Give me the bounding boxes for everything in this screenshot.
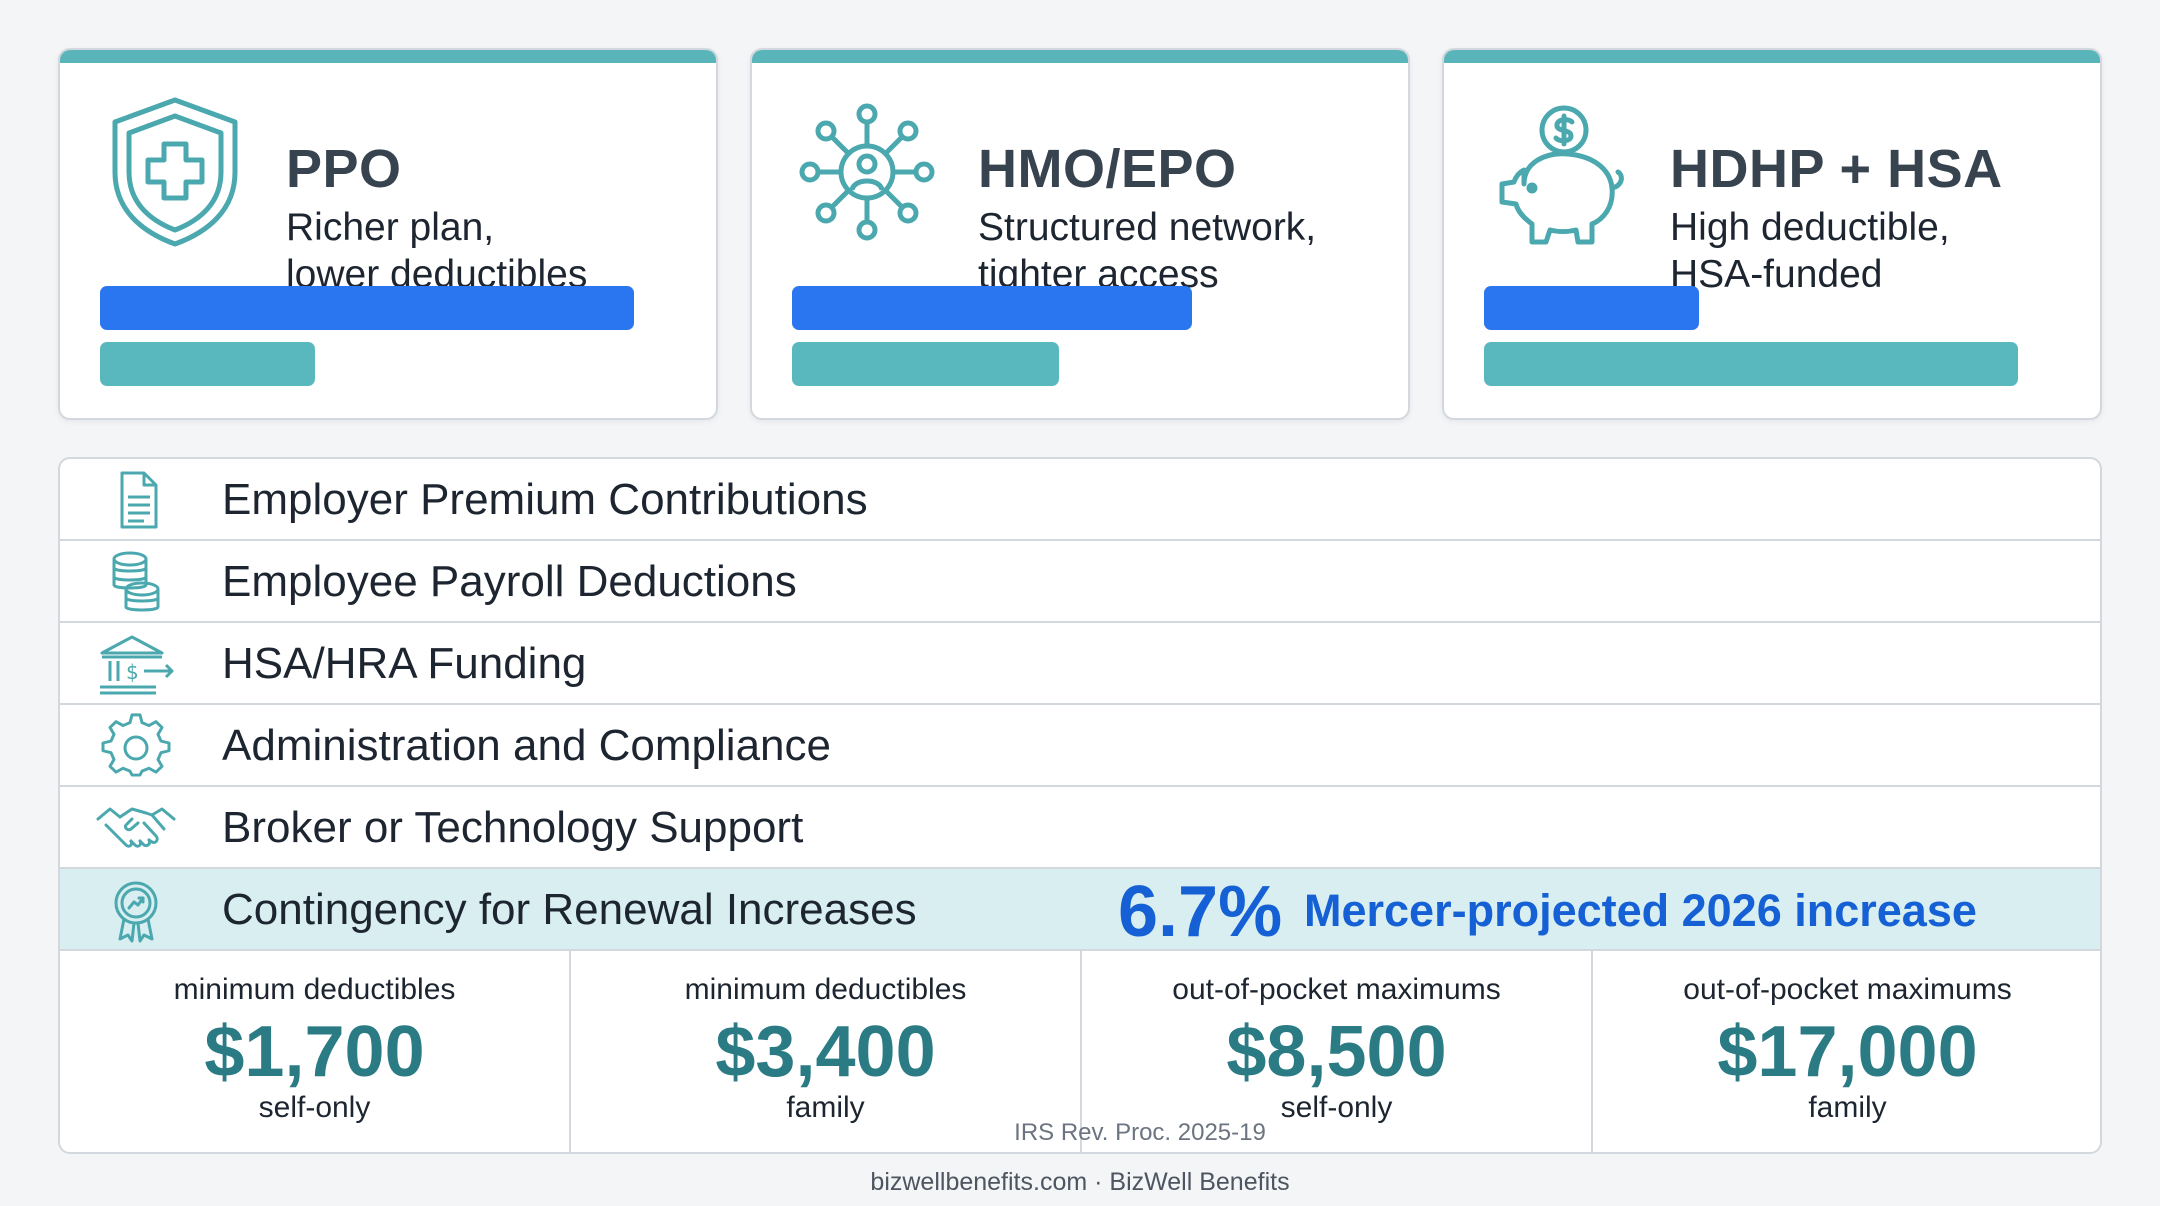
plan-title: HDHP + HSA bbox=[1670, 139, 2003, 199]
irs-limits: minimum deductibles $1,700 self-only min… bbox=[60, 951, 2100, 1152]
plan-cards: PPO Richer plan, lower deductibles bbox=[58, 48, 2102, 420]
plan-description-line: Structured network, bbox=[978, 206, 1317, 249]
handshake-icon bbox=[96, 795, 176, 861]
bank-transfer-icon: $ bbox=[96, 631, 176, 697]
plan-title: PPO bbox=[286, 139, 402, 199]
list-item: Administration and Compliance bbox=[60, 705, 2100, 787]
list-item: Employee Payroll Deductions bbox=[60, 541, 2100, 623]
limit-label: out-of-pocket maximums bbox=[1172, 973, 1501, 1006]
list-item: Employer Premium Contributions bbox=[60, 459, 2100, 541]
limit-cell: minimum deductibles $3,400 family bbox=[571, 951, 1082, 1152]
teal-level-bar bbox=[100, 342, 315, 386]
limit-label: out-of-pocket maximums bbox=[1683, 973, 2012, 1006]
plan-card-hmo-epo: HMO/EPO Structured network, tighter acce… bbox=[750, 48, 1410, 420]
card-accent-bar bbox=[1444, 50, 2100, 63]
limit-label: minimum deductibles bbox=[173, 973, 456, 1006]
teal-level-bar bbox=[1484, 342, 2018, 386]
footer-credit: bizwellbenefits.com · BizWell Benefits bbox=[870, 1168, 1290, 1196]
limit-amount: $17,000 bbox=[1717, 1012, 1978, 1092]
row-label: Employer Premium Contributions bbox=[222, 475, 868, 524]
teal-level-bar bbox=[792, 342, 1059, 386]
plan-card-hdhp-hsa: HDHP + HSA High deductible, HSA-funded bbox=[1442, 48, 2102, 420]
limit-cell: minimum deductibles $1,700 self-only bbox=[60, 951, 571, 1152]
plan-description: Structured network, tighter access bbox=[978, 204, 1316, 298]
plan-title: HMO/EPO bbox=[978, 139, 1237, 199]
limit-coverage: family bbox=[1808, 1091, 1887, 1124]
budget-components-table: Employer Premium Contributions Employee … bbox=[58, 457, 2102, 1154]
limit-amount: $3,400 bbox=[715, 1012, 936, 1092]
limit-coverage: self-only bbox=[258, 1091, 371, 1124]
row-label: HSA/HRA Funding bbox=[222, 639, 587, 688]
coin-stack-icon bbox=[96, 549, 176, 615]
blue-level-bar bbox=[100, 286, 634, 330]
card-accent-bar bbox=[60, 50, 716, 63]
blue-level-bar bbox=[1484, 286, 1699, 330]
list-item-highlighted: Contingency for Renewal Increases 6.7% M… bbox=[60, 869, 2100, 952]
row-label: Employee Payroll Deductions bbox=[222, 557, 797, 606]
award-ribbon-icon bbox=[96, 877, 176, 943]
piggy-bank-icon bbox=[1484, 92, 1634, 252]
limit-coverage: self-only bbox=[1280, 1091, 1393, 1124]
document-icon bbox=[96, 467, 176, 533]
plan-description-line: Richer plan, bbox=[286, 206, 495, 249]
increase-description: Mercer-projected 2026 increase bbox=[1304, 885, 1977, 936]
limit-cell: out-of-pocket maximums $8,500 self-only bbox=[1082, 951, 1593, 1152]
limit-amount: $8,500 bbox=[1226, 1012, 1447, 1092]
limit-label: minimum deductibles bbox=[684, 973, 967, 1006]
increase-percent: 6.7% bbox=[1118, 872, 1283, 952]
limit-cell: out-of-pocket maximums $17,000 family bbox=[1593, 951, 2100, 1152]
list-item: $ HSA/HRA Funding bbox=[60, 623, 2100, 705]
source-citation: IRS Rev. Proc. 2025-19 bbox=[1014, 1119, 1266, 1146]
limit-amount: $1,700 bbox=[204, 1012, 425, 1092]
plan-description: High deductible, HSA-funded bbox=[1670, 204, 1950, 298]
plan-description-line: High deductible, bbox=[1670, 206, 1950, 249]
network-person-icon bbox=[792, 92, 942, 252]
card-accent-bar bbox=[752, 50, 1408, 63]
gear-icon bbox=[96, 713, 176, 779]
plan-description: Richer plan, lower deductibles bbox=[286, 204, 587, 298]
blue-level-bar bbox=[792, 286, 1192, 330]
row-label: Broker or Technology Support bbox=[222, 803, 804, 852]
list-item: Broker or Technology Support bbox=[60, 787, 2100, 869]
svg-text:$: $ bbox=[126, 660, 139, 684]
shield-cross-icon bbox=[100, 92, 250, 252]
row-label: Contingency for Renewal Increases bbox=[222, 885, 917, 934]
row-label: Administration and Compliance bbox=[222, 721, 831, 770]
plan-card-ppo: PPO Richer plan, lower deductibles bbox=[58, 48, 718, 420]
plan-description-line: HSA-funded bbox=[1670, 253, 1883, 296]
limit-coverage: family bbox=[786, 1091, 865, 1124]
